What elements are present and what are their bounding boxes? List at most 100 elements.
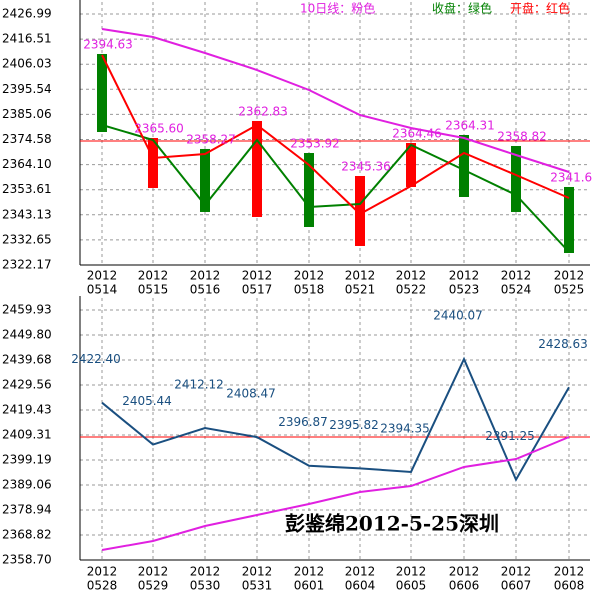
- y-tick-label: 2406.03: [2, 57, 52, 71]
- y-tick-label: 2439.68: [2, 353, 52, 367]
- x-tick-label: 2012: [294, 565, 325, 579]
- x-tick-label: 2012: [294, 269, 325, 283]
- legend-entry: 开盘：红色: [510, 1, 570, 16]
- x-tick-label: 2012: [501, 565, 532, 579]
- y-tick-label: 2419.43: [2, 403, 52, 417]
- y-tick-label: 2368.82: [2, 528, 52, 542]
- data-label: 2396.87: [278, 415, 328, 429]
- x-tick-label: 2012: [138, 269, 169, 283]
- x-tick-label: 0525: [554, 283, 585, 297]
- x-tick-label: 2012: [396, 565, 427, 579]
- data-label: 2365.60: [134, 121, 184, 135]
- x-tick-label: 0529: [138, 579, 169, 593]
- y-tick-label: 2459.93: [2, 303, 52, 317]
- data-label: 2405.44: [122, 394, 172, 408]
- bar: [564, 186, 574, 254]
- data-label: 2364.31: [445, 118, 495, 132]
- data-label: 2440.07: [433, 309, 483, 323]
- x-tick-label: 2012: [87, 565, 118, 579]
- data-label: 2358.27: [186, 132, 236, 146]
- bar: [459, 134, 469, 197]
- x-tick-label: 0517: [242, 283, 273, 297]
- y-tick-label: 2385.06: [2, 107, 52, 121]
- x-tick-label: 0522: [396, 283, 427, 297]
- bar: [200, 148, 210, 212]
- data-label: 2358.82: [497, 129, 547, 143]
- y-tick-label: 2358.70: [2, 553, 52, 567]
- x-tick-label: 2012: [242, 565, 273, 579]
- x-tick-label: 2012: [138, 565, 169, 579]
- bar: [406, 142, 416, 187]
- data-label: 2395.82: [329, 418, 379, 432]
- data-label: 2394.63: [83, 37, 133, 51]
- annotation: 彭鉴绵2012-5-25深圳: [285, 512, 499, 536]
- y-tick-label: 2389.06: [2, 478, 52, 492]
- x-tick-label: 0605: [396, 579, 427, 593]
- x-tick-label: 0530: [190, 579, 221, 593]
- x-tick-label: 0528: [87, 579, 118, 593]
- bar: [511, 145, 521, 212]
- x-tick-label: 0601: [294, 579, 325, 593]
- line: [101, 436, 570, 551]
- legend-entry: 收盘：绿色: [432, 1, 492, 16]
- line: [101, 54, 570, 216]
- data-label: 2412.12: [174, 378, 224, 392]
- y-tick-label: 2378.94: [2, 503, 52, 517]
- y-tick-label: 2395.54: [2, 82, 52, 96]
- bar: [97, 53, 107, 133]
- x-tick-label: 2012: [345, 269, 376, 283]
- line: [101, 356, 570, 482]
- y-tick-label: 2409.31: [2, 428, 52, 442]
- x-tick-label: 0515: [138, 283, 169, 297]
- y-tick-label: 2353.61: [2, 182, 52, 196]
- y-tick-label: 2399.19: [2, 453, 52, 467]
- x-tick-label: 2012: [396, 269, 427, 283]
- y-tick-label: 2322.17: [2, 258, 52, 272]
- data-label: 2391.25: [485, 429, 535, 443]
- y-tick-label: 2343.13: [2, 207, 52, 221]
- bar: [148, 137, 158, 188]
- data-label: 2341.61: [550, 170, 593, 184]
- bar: [252, 120, 262, 217]
- x-tick-label: 2012: [345, 565, 376, 579]
- y-tick-label: 2374.58: [2, 132, 52, 146]
- y-tick-label: 2429.56: [2, 378, 52, 392]
- x-tick-label: 0608: [554, 579, 585, 593]
- line: [101, 28, 570, 173]
- x-tick-label: 2012: [449, 269, 480, 283]
- x-tick-label: 2012: [449, 565, 480, 579]
- y-tick-label: 2416.51: [2, 32, 52, 46]
- x-tick-label: 0514: [87, 283, 118, 297]
- x-tick-label: 2012: [242, 269, 273, 283]
- line: [101, 124, 570, 253]
- x-tick-label: 0604: [345, 579, 376, 593]
- x-tick-label: 2012: [190, 269, 221, 283]
- data-label: 2408.47: [226, 387, 276, 401]
- data-label: 2364.46: [392, 126, 442, 140]
- x-tick-label: 0518: [294, 283, 325, 297]
- x-tick-label: 0524: [501, 283, 532, 297]
- x-tick-label: 2012: [190, 565, 221, 579]
- x-tick-label: 0606: [449, 579, 480, 593]
- data-label: 2353.92: [290, 137, 340, 151]
- y-tick-label: 2449.80: [2, 328, 52, 342]
- y-tick-label: 2364.10: [2, 157, 52, 171]
- legend-entry: 10日线：粉色: [300, 2, 375, 16]
- x-tick-label: 0531: [242, 579, 273, 593]
- data-label: 2362.83: [238, 104, 288, 118]
- bar: [304, 153, 314, 227]
- x-tick-label: 0523: [449, 283, 480, 297]
- x-tick-label: 0607: [501, 579, 532, 593]
- x-tick-label: 0516: [190, 283, 221, 297]
- data-label: 2394.35: [380, 421, 430, 435]
- x-tick-label: 2012: [87, 269, 118, 283]
- y-tick-label: 2426.99: [2, 7, 52, 21]
- data-label: 2428.63: [538, 337, 588, 351]
- data-label: 2345.36: [341, 159, 391, 173]
- x-tick-label: 2012: [554, 565, 585, 579]
- x-tick-label: 2012: [554, 269, 585, 283]
- y-tick-label: 2332.65: [2, 232, 52, 246]
- x-tick-label: 2012: [501, 269, 532, 283]
- x-tick-label: 0521: [345, 283, 376, 297]
